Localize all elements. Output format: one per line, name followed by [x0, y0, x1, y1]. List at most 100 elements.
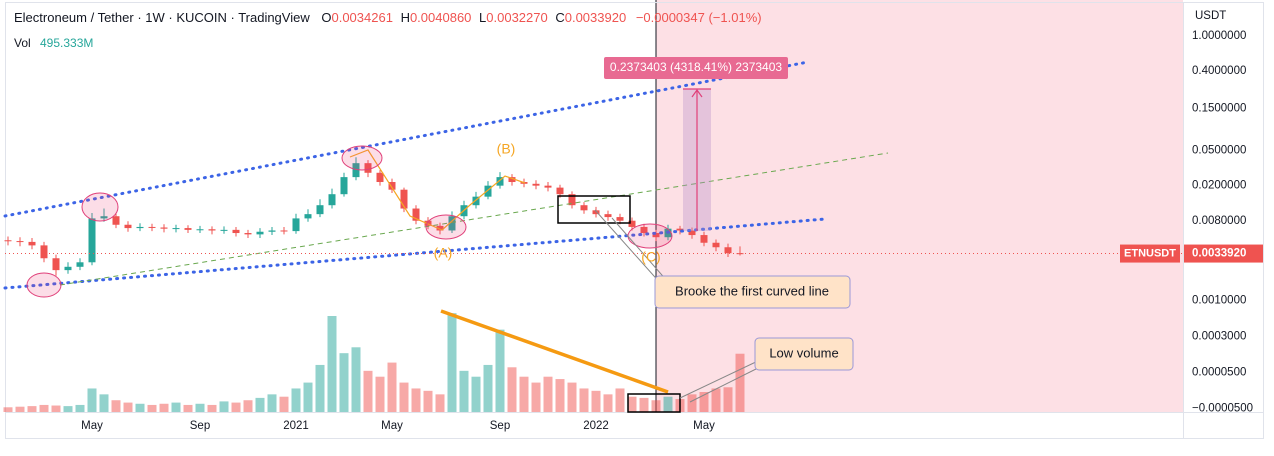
volume-bar — [471, 376, 481, 412]
volume-bar — [219, 401, 229, 412]
volume-bar — [603, 394, 613, 412]
candle-body — [556, 187, 564, 195]
volume-bar — [351, 347, 361, 412]
candle-body — [52, 258, 60, 271]
change-value: −0.0000347 (−1.01%) — [636, 10, 762, 25]
candle-body — [268, 230, 276, 232]
volume-bar — [387, 362, 397, 412]
candle-body — [400, 189, 408, 209]
volume-bar — [87, 388, 97, 412]
candle-body — [316, 205, 324, 215]
volume-value: 495.333M — [40, 36, 93, 50]
volume-bar — [567, 382, 577, 412]
high-value: 0.0040860 — [410, 10, 471, 25]
volume-bar — [687, 394, 697, 412]
volume-bar — [171, 402, 181, 412]
volume-bar — [519, 376, 529, 412]
y-tick-label: 0.0200000 — [1192, 180, 1246, 192]
upper-channel-line — [3, 60, 810, 218]
candle-body — [376, 172, 384, 183]
candle-body — [364, 163, 372, 173]
volume-bar — [399, 382, 409, 412]
measure-label: 0.2373403 (4318.41%) 2373403 — [610, 60, 782, 74]
volume-bar — [231, 402, 241, 412]
highlight-ellipse — [341, 145, 383, 171]
candle-body — [232, 229, 240, 234]
drawings — [3, 57, 889, 413]
candle-body — [628, 220, 636, 227]
volume-bar — [135, 403, 145, 412]
volume-bar — [591, 390, 601, 412]
volume-bar — [207, 404, 217, 412]
volume-bar — [327, 316, 337, 412]
volume-bar — [3, 407, 13, 412]
volume-bar — [63, 406, 73, 412]
last-price-value: 0.0033920 — [1192, 248, 1246, 260]
last-price-symbol: ETNUSDT — [1124, 247, 1176, 259]
highlight-box — [557, 195, 631, 224]
low-value: 0.0032270 — [486, 10, 547, 25]
candle-body — [616, 217, 624, 221]
highlight-ellipse — [425, 214, 467, 240]
volume-bar — [579, 388, 589, 412]
volume-bar — [267, 394, 277, 412]
volume-bar — [111, 400, 121, 412]
wave-label: (C) — [641, 249, 660, 265]
candle-body — [412, 208, 420, 221]
candle-body — [496, 177, 504, 186]
volume-bar — [651, 400, 661, 412]
candle-body — [676, 228, 684, 231]
volume-name: Vol — [14, 36, 31, 50]
candle-body — [640, 226, 648, 234]
candle-body — [352, 163, 360, 178]
candle-body — [328, 194, 336, 206]
callout-pointer — [679, 359, 761, 399]
candle-body — [172, 228, 180, 230]
volume-bar — [459, 370, 469, 412]
high-label: H — [401, 10, 410, 25]
volume-bar — [303, 382, 313, 412]
candle-body — [652, 233, 660, 238]
candle-body — [544, 185, 552, 188]
open-value: 0.0034261 — [331, 10, 392, 25]
candle-body — [184, 228, 192, 230]
wave-label: (A) — [434, 245, 453, 261]
volume-bar — [195, 403, 205, 412]
callout-pointer — [689, 365, 763, 403]
volume-bar — [615, 388, 625, 412]
volume-bar — [363, 370, 373, 412]
y-tick-label: 0.4000000 — [1192, 65, 1246, 77]
candle-body — [160, 227, 168, 229]
highlight-ellipse — [81, 192, 119, 222]
candle-body — [136, 226, 144, 229]
callout-text: Low volume — [769, 345, 838, 360]
candle-body — [532, 183, 540, 186]
candle-body — [724, 247, 732, 254]
candle-body — [304, 214, 312, 219]
volume-bar — [411, 388, 421, 412]
low-label: L — [479, 10, 486, 25]
x-tick-label: 2022 — [583, 420, 609, 432]
volume-bar — [483, 364, 493, 412]
candle-body — [280, 230, 288, 232]
y-tick-label: 0.0000500 — [1192, 366, 1246, 378]
lower-channel-line — [3, 217, 827, 290]
x-tick-label: 2021 — [283, 420, 309, 432]
x-tick-label: May — [693, 420, 715, 432]
candle-body — [712, 242, 720, 248]
volume-bar — [75, 404, 85, 412]
y-tick-label: 1.0000000 — [1192, 30, 1246, 42]
volume-bar — [51, 405, 61, 412]
candle-body — [592, 210, 600, 215]
volume-bar — [627, 396, 637, 412]
callout-pointer — [594, 209, 663, 286]
candle-body — [736, 253, 744, 255]
candle-body — [148, 226, 156, 228]
callout-text: Brooke the first curved line — [675, 283, 829, 298]
volume-bar — [711, 388, 721, 412]
volume-bar — [555, 379, 565, 412]
candle-body — [472, 196, 480, 206]
candle-body — [88, 218, 96, 263]
